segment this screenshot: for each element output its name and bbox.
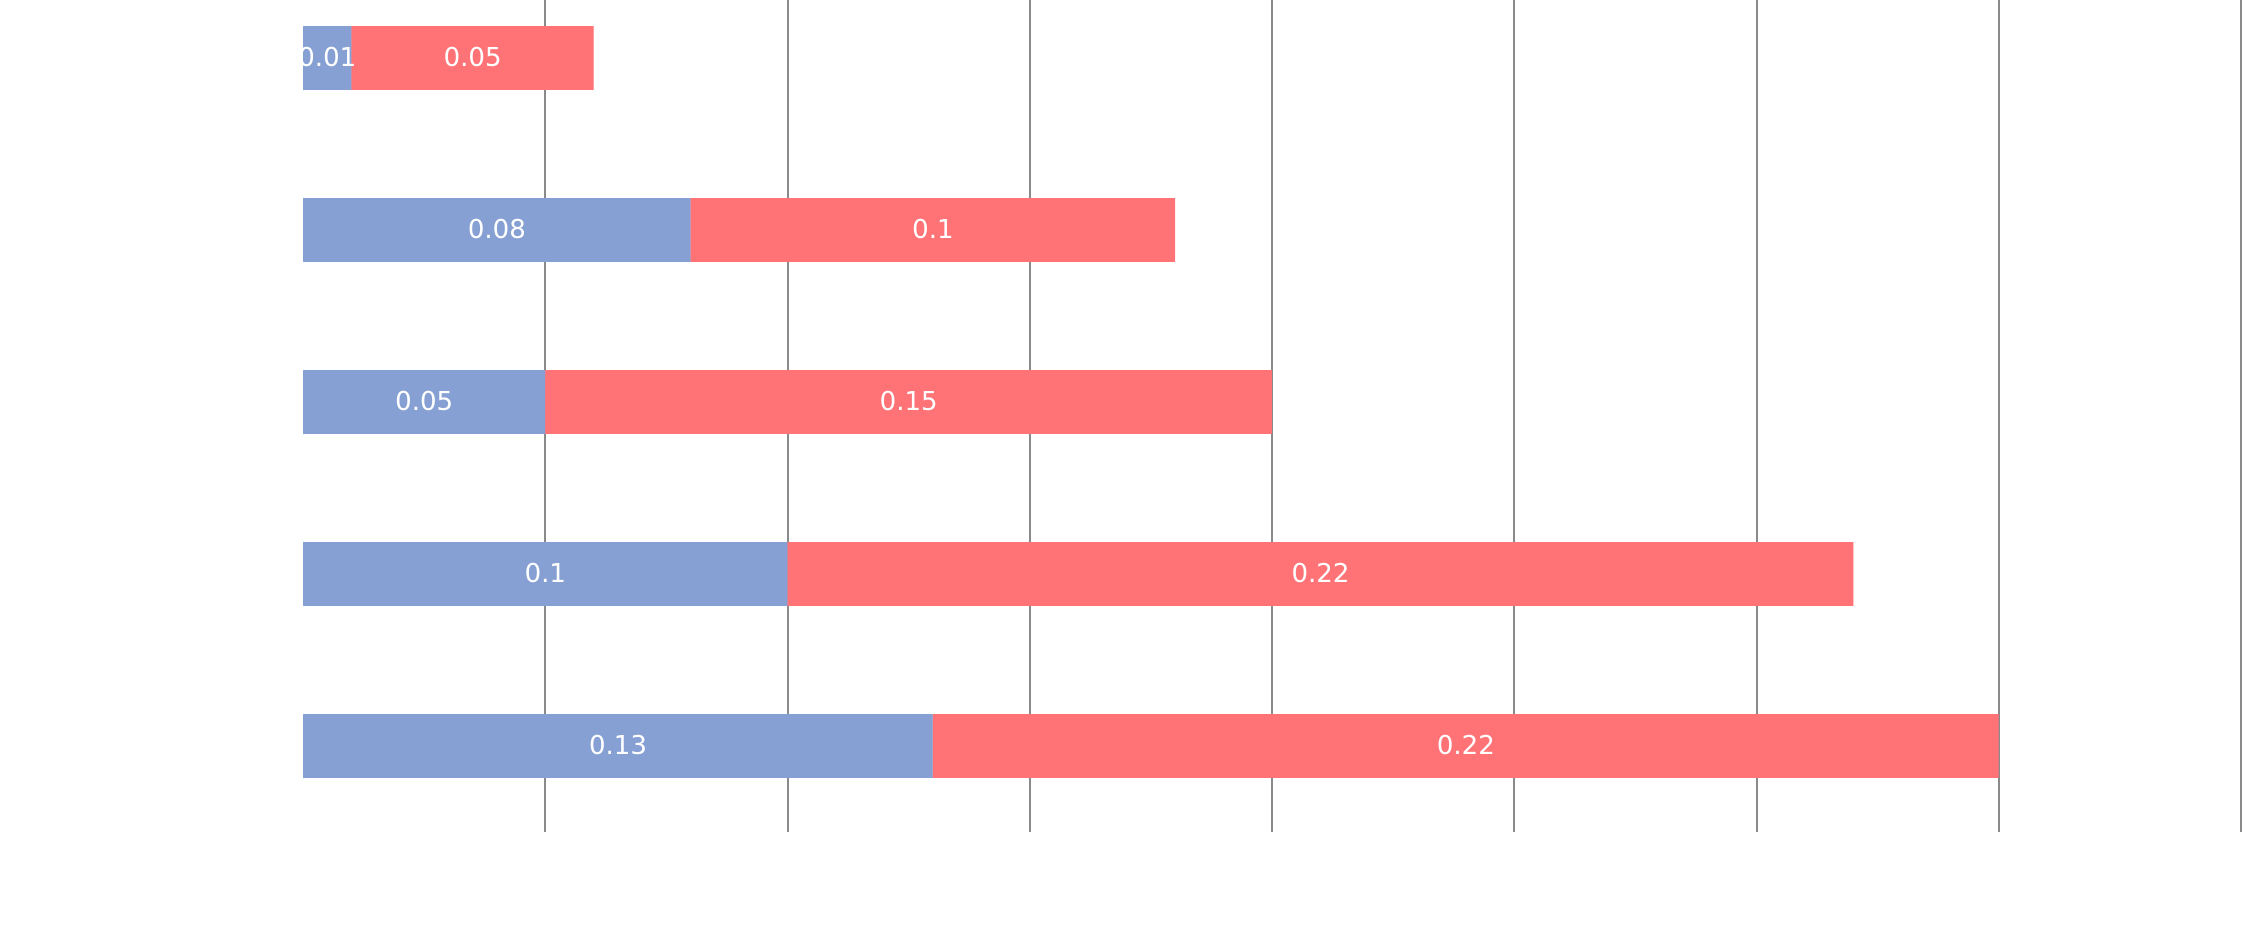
bar-series1-row0 xyxy=(351,26,594,90)
bar-label-series0-row0: 0.01 xyxy=(298,43,356,73)
bar-label-series0-row4: 0.13 xyxy=(589,731,647,761)
bar-series0-row0 xyxy=(303,26,352,90)
bar-labels: 0.01 0.05 0.08 0.1 0.05 0.15 0.1 0.22 0.13 0.22 xyxy=(298,43,1494,761)
bar-label-series0-row2: 0.05 xyxy=(395,387,453,417)
bar-label-series1-row3: 0.22 xyxy=(1292,559,1350,589)
bar-series1-row3 xyxy=(787,542,1854,606)
bar-series0-row2 xyxy=(303,370,546,434)
bar-series0-row4 xyxy=(303,714,933,778)
bar-series0-row1 xyxy=(303,198,691,262)
bars xyxy=(303,26,1999,778)
bar-label-series1-row4: 0.22 xyxy=(1437,731,1495,761)
bar-series1-row4 xyxy=(932,714,1999,778)
bar-label-series1-row2: 0.15 xyxy=(880,387,938,417)
bar-label-series1-row1: 0.1 xyxy=(912,215,953,245)
bar-label-series0-row3: 0.1 xyxy=(525,559,566,589)
bar-series1-row1 xyxy=(690,198,1176,262)
bar-label-series1-row0: 0.05 xyxy=(444,43,502,73)
bar-label-series0-row1: 0.08 xyxy=(468,215,526,245)
bar-series0-row3 xyxy=(303,542,788,606)
bar-series1-row2 xyxy=(545,370,1272,434)
